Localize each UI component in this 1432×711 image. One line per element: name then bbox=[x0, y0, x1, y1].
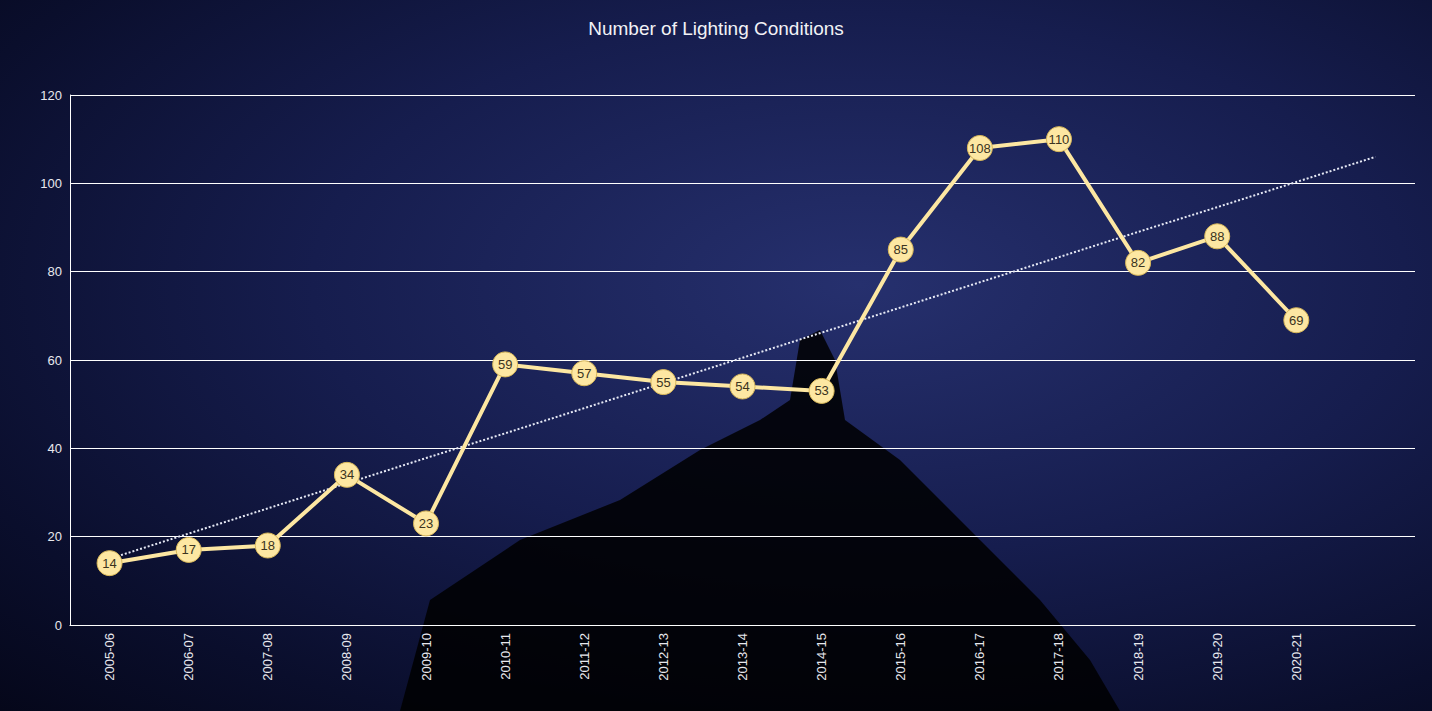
svg-text:2010-11: 2010-11 bbox=[498, 633, 513, 680]
svg-text:2007-08: 2007-08 bbox=[260, 633, 275, 681]
svg-text:0: 0 bbox=[55, 618, 62, 633]
svg-text:20: 20 bbox=[48, 529, 62, 544]
svg-text:82: 82 bbox=[1131, 255, 1145, 270]
svg-text:100: 100 bbox=[40, 176, 62, 191]
svg-text:2013-14: 2013-14 bbox=[735, 633, 750, 681]
svg-text:59: 59 bbox=[498, 357, 512, 372]
svg-text:34: 34 bbox=[340, 467, 354, 482]
svg-text:60: 60 bbox=[48, 353, 62, 368]
svg-text:85: 85 bbox=[894, 242, 908, 257]
svg-text:120: 120 bbox=[40, 88, 62, 103]
svg-text:57: 57 bbox=[577, 366, 591, 381]
svg-text:2012-13: 2012-13 bbox=[656, 633, 671, 681]
svg-text:2020-21: 2020-21 bbox=[1289, 633, 1304, 681]
svg-text:2015-16: 2015-16 bbox=[893, 633, 908, 681]
svg-text:88: 88 bbox=[1210, 229, 1224, 244]
svg-text:55: 55 bbox=[656, 375, 670, 390]
svg-text:2016-17: 2016-17 bbox=[972, 633, 987, 681]
svg-text:80: 80 bbox=[48, 264, 62, 279]
svg-text:Number of Lighting Conditions: Number of Lighting Conditions bbox=[588, 18, 844, 39]
svg-text:18: 18 bbox=[261, 538, 275, 553]
svg-text:2018-19: 2018-19 bbox=[1131, 633, 1146, 681]
svg-text:2019-20: 2019-20 bbox=[1210, 633, 1225, 681]
svg-text:2017-18: 2017-18 bbox=[1051, 633, 1066, 681]
svg-text:69: 69 bbox=[1289, 313, 1303, 328]
svg-text:110: 110 bbox=[1049, 132, 1070, 147]
svg-text:40: 40 bbox=[48, 441, 62, 456]
svg-text:2005-06: 2005-06 bbox=[102, 633, 117, 681]
svg-text:108: 108 bbox=[969, 141, 991, 156]
svg-text:14: 14 bbox=[102, 556, 116, 571]
svg-text:23: 23 bbox=[419, 516, 433, 531]
svg-text:17: 17 bbox=[181, 542, 195, 557]
svg-text:2008-09: 2008-09 bbox=[339, 633, 354, 681]
svg-text:2014-15: 2014-15 bbox=[814, 633, 829, 681]
svg-text:2006-07: 2006-07 bbox=[181, 633, 196, 681]
svg-text:2011-12: 2011-12 bbox=[577, 633, 592, 680]
svg-text:2009-10: 2009-10 bbox=[419, 633, 434, 681]
svg-text:53: 53 bbox=[814, 383, 828, 398]
svg-text:54: 54 bbox=[735, 379, 749, 394]
